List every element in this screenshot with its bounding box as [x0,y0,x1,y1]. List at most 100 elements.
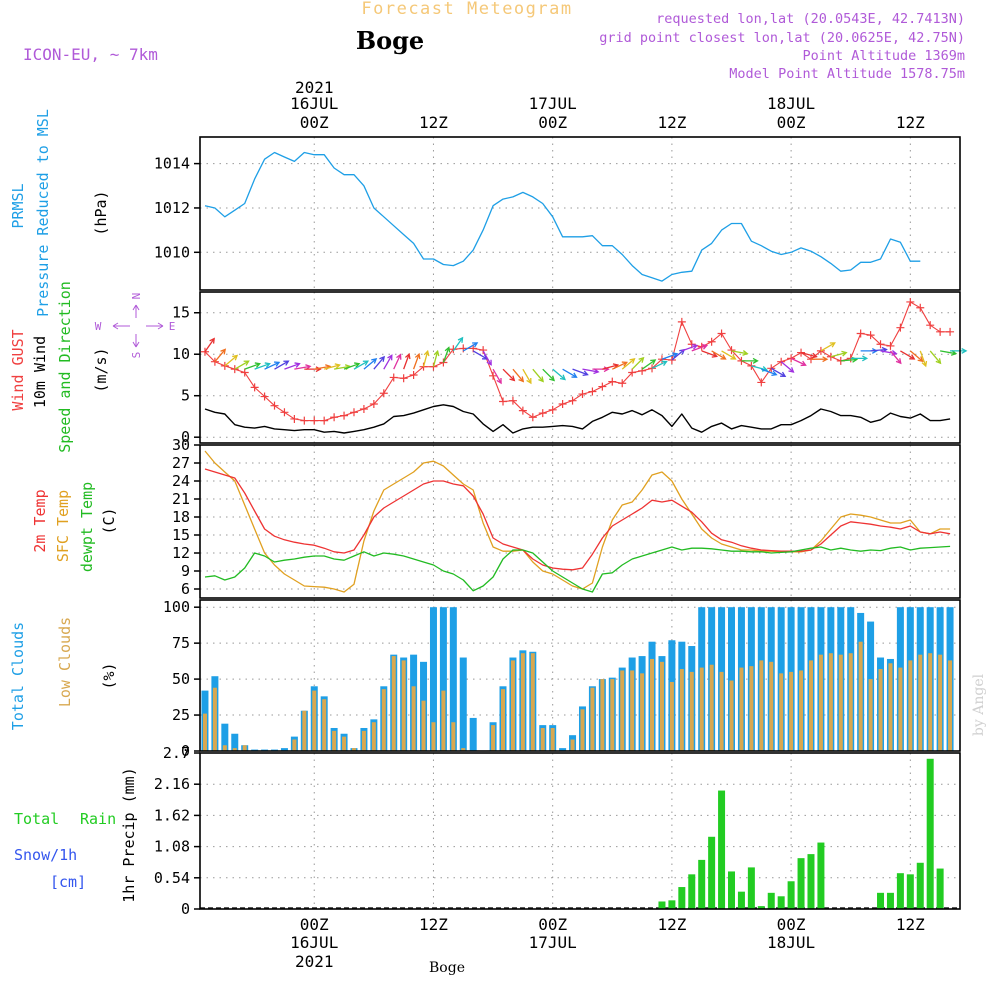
wind-direction-arrow [661,352,679,360]
rain-bar [896,873,904,909]
wind-direction-arrow [691,344,709,352]
gust-marker [270,401,279,410]
wind-direction-arrow [741,357,759,364]
gust-marker [369,400,378,409]
low-cloud-bar [948,660,953,751]
gust-marker [399,374,408,383]
rain-bar [906,874,914,909]
wind-direction-arrow [780,361,795,373]
rain-bar [787,881,795,909]
y-tick-label: 75 [172,634,190,652]
low-cloud-bar [868,679,873,751]
wind-direction-arrow [641,359,657,370]
wind-direction-arrow [353,360,370,370]
gust-marker [677,317,686,326]
low-cloud-bar [838,654,843,751]
gust-marker [558,400,567,409]
low-cloud-bar [371,722,376,751]
y-tick-label: 0 [181,742,190,760]
footer-location: Boge [429,960,465,976]
top-hour-label: 12Z [657,113,686,132]
gust-marker [489,371,498,380]
wind-direction-arrow [383,354,393,370]
y-tick-label: 21 [172,490,190,508]
gust-marker [717,329,726,338]
low-cloud-bar [828,653,833,751]
low-cloud-bar [759,660,764,751]
wind-unit-label: (m/s) [92,347,110,392]
gust-marker [727,346,736,355]
rain-bar [678,887,686,909]
bottom-date-label: 16JUL [290,933,338,952]
gust-marker [508,396,517,405]
low-cloud-bar [451,722,456,751]
low-cloud-bar [510,660,515,751]
bottom-date-label: 18JUL [767,933,815,952]
y-tick-label: 1010 [154,243,190,261]
dewpt-temp-label: dewpt Temp [78,482,96,572]
gust-marker [598,382,607,391]
low-cloud-bar [938,654,943,751]
low-cloud-bar [501,689,506,751]
low-cloud-bar [421,700,426,751]
top-hour-label: 00Z [538,113,567,132]
gust-marker [320,416,329,425]
wind-direction-arrow [422,349,430,367]
wind-direction-arrow [790,357,807,367]
compass-s: S [130,352,143,359]
wind-direction-arrow [850,355,869,362]
gust-marker [936,327,945,336]
wind-direction-arrow [820,342,836,352]
gust-marker [409,370,418,379]
clouds-panel: 0 25 50 75 100 [163,598,960,760]
wind-direction-arrow [940,350,958,356]
wind-direction-arrow [572,368,589,377]
low-cloud-bar [719,671,724,751]
bottom-date-label: 17JUL [529,933,577,952]
dewpoint-line [204,545,951,593]
clouds-frame [199,599,961,752]
gust-marker [499,397,508,406]
wind-direction-arrow [522,368,532,385]
gust-marker [359,404,368,413]
pressure-desc-label: Pressure Reduced to MSL [34,109,52,317]
wind-direction-arrow [373,355,386,370]
cloud-axis-labels: Total Clouds Low Clouds (%) [9,617,118,730]
y-tick-label: 15 [172,304,190,322]
low-cloud-bar [570,739,575,751]
bottom-hour-label: 12Z [657,915,686,934]
low-cloud-bar [769,661,774,751]
total-label: Total [14,810,59,828]
low-cloud-bar [659,661,664,751]
wind-direction-arrow [562,368,578,378]
rain-bar [728,871,736,909]
rain-bar [668,900,676,909]
gust-marker [290,414,299,423]
wind-direction-arrow [274,360,290,370]
low-cloud-bar [610,679,615,751]
total-cloud-bar [221,723,229,751]
gust-marker [886,341,895,350]
temp-axis-labels: 2m Temp SFC Temp dewpt Temp (C) [31,482,118,572]
low-cloud-bar [699,667,704,751]
wind-speed-line [204,404,951,434]
wind-direction-arrow [244,362,262,370]
total-cloud-bar [449,607,457,751]
total-cloud-bar [469,717,477,751]
wind-direction-arrow [324,363,341,370]
low-cloud-bar [381,689,386,751]
gust-marker [528,413,537,422]
low-cloud-bar [242,745,247,751]
y-tick-label: 1.62 [154,806,190,824]
low-cloud-bar [530,653,535,751]
top-date-label: 16JUL [290,94,338,113]
gust-marker [349,408,358,417]
gust-marker [906,297,915,306]
top-hour-label: 12Z [419,113,448,132]
low-cloud-bar [600,679,605,751]
wind-direction-arrow [512,368,525,383]
